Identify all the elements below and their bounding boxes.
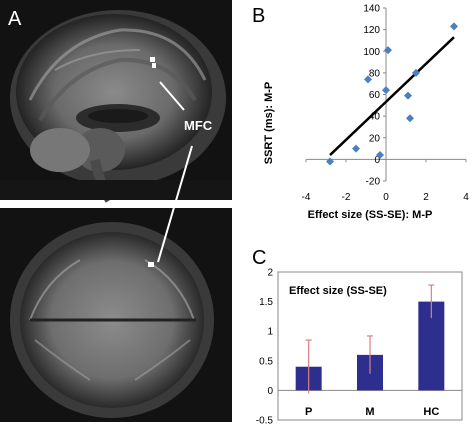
y-tick-label: 100 (363, 47, 380, 58)
y-tick-label: 60 (369, 90, 381, 101)
panel-b-letter: B (252, 5, 265, 27)
y-tick-label: 80 (369, 68, 381, 79)
panel-a-letter: A (8, 8, 22, 30)
x-tick-label: -2 (342, 192, 351, 203)
panel-b: B SSRT (ms): M-P Effect size (SS-SE): M-… (252, 4, 469, 222)
y-tick-label: 1.5 (259, 297, 273, 308)
scatter-point (404, 91, 412, 100)
axial-mri-image (0, 208, 232, 422)
sagittal-mri-image (0, 0, 232, 203)
y-tick-label: -0.5 (256, 416, 274, 427)
scatter-point (364, 75, 372, 84)
scatter-point (406, 114, 414, 123)
x-tick-label: 2 (423, 192, 429, 203)
y-tick-label: 140 (363, 4, 380, 15)
mfc-pointer-line-upper (159, 81, 185, 111)
y-tick-label: -20 (366, 177, 381, 188)
scatter-point (450, 22, 458, 31)
scatter-point (352, 144, 360, 153)
y-tick-label: 1 (267, 327, 273, 338)
x-tick-label: -4 (302, 192, 311, 203)
scatter-point (326, 157, 334, 166)
chart-c-title: Effect size (SS-SE) (289, 285, 387, 297)
scatter-point (412, 68, 420, 77)
category-label: P (305, 406, 312, 418)
x-tick-label: 4 (463, 192, 469, 203)
panel-c-letter: C (252, 247, 266, 269)
panel-c: C Effect size (SS-SE) 2 1.5 1 0.5 0 -0.5 P M HC (252, 247, 463, 427)
y-tick-label: 20 (369, 133, 381, 144)
y-tick-label: 2 (267, 268, 273, 279)
category-label: M (365, 406, 374, 418)
y-tick-label: 0 (267, 386, 273, 397)
panel-a: A MFC (0, 0, 232, 422)
scatter-point (384, 46, 392, 55)
mfc-region-label: MFC (184, 118, 213, 133)
y-tick-label: 0 (374, 155, 380, 166)
y-tick-label: 120 (363, 25, 380, 36)
scatter-point (376, 151, 384, 160)
x-tick-label: 0 (383, 192, 389, 203)
category-label: HC (423, 406, 439, 418)
scatter-point (382, 86, 390, 95)
bar-chart-c: 2 1.5 1 0.5 0 -0.5 P M HC (256, 268, 463, 427)
chart-b-y-axis-title: SSRT (ms): M-P (263, 82, 275, 165)
mfc-pointer-line-lower (157, 145, 193, 263)
y-tick-label: 0.5 (259, 356, 273, 367)
regression-line (329, 36, 455, 156)
chart-b-x-axis-title: Effect size (SS-SE): M-P (308, 209, 433, 221)
y-tick-label: 40 (369, 112, 381, 123)
plot-frame (277, 271, 463, 421)
